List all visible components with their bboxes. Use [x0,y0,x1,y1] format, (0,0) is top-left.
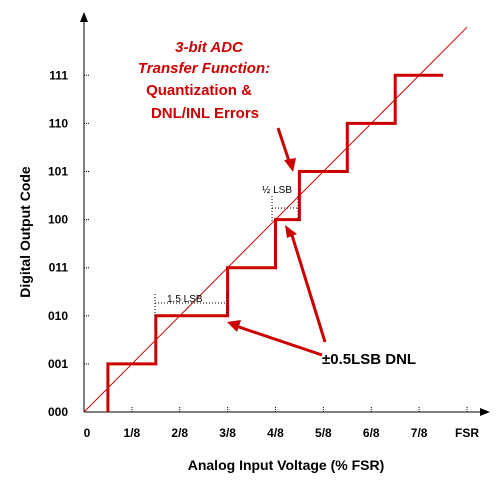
lsb-guides [154,196,299,318]
x-axis-arrow [480,408,490,416]
y-tick-label: 100 [48,213,68,227]
annotation-dnl: ±0.5LSB DNL [322,351,416,368]
x-tick-label: 0 [84,426,91,440]
title-line-1: 3-bit ADC [175,39,244,56]
x-tick-label: 5/8 [315,426,332,440]
x-tick-labels: 0 1/8 2/8 3/8 4/8 5/8 6/8 7/8 FSR [84,426,480,440]
chart-title: 3-bit ADC Transfer Function: Quantizatio… [138,39,270,122]
x-tick-label: 6/8 [363,426,380,440]
y-tick-label: 001 [48,357,68,371]
y-tick-labels: 000 001 010 011 100 101 110 111 [48,68,68,419]
y-tick-label: 000 [48,405,68,419]
y-tick-label: 010 [48,309,68,323]
x-tick-label: FSR [455,426,479,440]
y-tick-label: 101 [48,165,68,179]
annotation-half-lsb: ½ LSB [262,185,292,196]
x-tick-label: 1/8 [124,426,141,440]
transfer-step-series [106,73,444,412]
title-line-2: Transfer Function: [138,60,270,77]
x-tick-label: 7/8 [411,426,428,440]
title-line-4: DNL/INL Errors [151,105,259,122]
annotation-arrows [227,127,327,357]
x-tick-label: 4/8 [267,426,284,440]
x-axis-label: Analog Input Voltage (% FSR) [188,457,385,473]
x-tick-label: 3/8 [219,426,236,440]
title-line-3: Quantization & [146,82,252,99]
y-ticks [84,74,90,365]
x-ticks [131,406,468,412]
y-tick-label: 011 [49,261,69,275]
annotation-1-5-lsb: 1.5 LSB [167,294,203,305]
x-tick-label: 2/8 [171,426,188,440]
y-tick-label: 111 [49,68,68,82]
y-axis-arrow [80,12,88,22]
y-axis-label: Digital Output Code [17,166,33,298]
y-tick-label: 110 [49,116,69,130]
